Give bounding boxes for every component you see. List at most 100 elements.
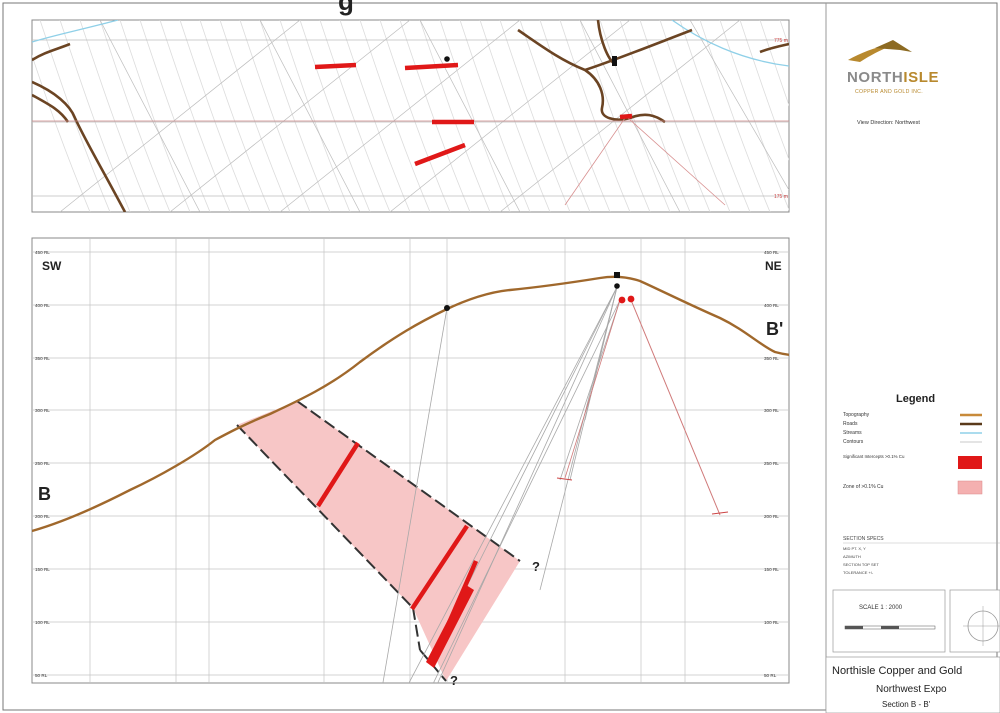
question-mark: ? — [532, 559, 540, 574]
plan-elevation-bottom: 175 m — [774, 194, 788, 200]
contour-line — [419, 20, 491, 212]
sidebar: NORTHISLE COPPER AND GOLD INC. View Dire… — [825, 40, 1000, 713]
elevation-label: 350 RL — [764, 356, 779, 361]
plan-grid-labels: -- — [91, 210, 94, 215]
contour-line — [659, 20, 731, 212]
title-project: Northwest Expo — [876, 684, 947, 695]
contour-line — [239, 20, 311, 212]
logo-subtitle: COPPER AND GOLD INC. — [855, 89, 923, 95]
section-intercept-wedge — [426, 585, 474, 668]
elevation-labels-right: 450 RL 400 RL 350 RL 300 RL 250 RL 200 R… — [764, 250, 779, 678]
elevation-label: 400 RL — [764, 303, 779, 308]
contour-line — [379, 20, 451, 212]
contour-line — [279, 20, 351, 212]
specs-row-label: AZIMUTH — [843, 554, 861, 559]
elevation-label: 100 RL — [764, 620, 779, 625]
contour-line — [159, 20, 231, 212]
elevation-label: 150 RL — [764, 567, 779, 572]
elevation-label: 150 RL — [35, 567, 50, 572]
contour-line — [499, 20, 571, 212]
mineralized-zone — [237, 401, 520, 681]
scale-bar — [844, 625, 936, 630]
plan-stream — [32, 20, 119, 43]
contour-line — [519, 20, 591, 212]
contour-line — [599, 20, 671, 212]
elevation-label: 50 RL — [35, 673, 48, 678]
elevation-labels-left: 450 RL 400 RL 350 RL 300 RL 250 RL 200 R… — [35, 250, 50, 678]
contour-line — [119, 20, 191, 212]
legend: Topography Roads Streams Contours Signif… — [843, 412, 983, 495]
contour-line — [59, 20, 131, 212]
contour-line — [679, 20, 751, 212]
section-specs: SECTION SPECS MID PT. X, Y AZIMUTH SECTI… — [843, 536, 1000, 575]
plan-grid — [32, 20, 789, 212]
contour-line — [459, 20, 531, 212]
plan-view-frame — [31, 19, 790, 213]
contour-line — [439, 20, 511, 212]
elevation-label: 250 RL — [764, 461, 779, 466]
elevation-label: 300 RL — [764, 408, 779, 413]
legend-swatch-zone — [957, 480, 983, 495]
plan-road — [584, 28, 693, 72]
collar — [614, 283, 620, 289]
question-mark: ? — [450, 673, 458, 688]
elevation-label: 450 RL — [764, 250, 779, 255]
legend-item-label: Zone of >0.1% Cu — [843, 484, 884, 490]
topography-profile — [32, 275, 789, 533]
elevation-label: 350 RL — [35, 356, 50, 361]
section-drill-holes — [382, 286, 621, 683]
plan-collar — [444, 56, 450, 62]
contour-line — [779, 20, 789, 49]
contour-line — [219, 20, 291, 212]
plan-road — [32, 93, 70, 123]
contour-line — [79, 20, 151, 212]
contour-line — [559, 20, 631, 212]
title-company: Northisle Copper and Gold — [832, 665, 962, 677]
collar — [614, 272, 620, 278]
plan-elevation-top: 775 m — [774, 38, 788, 44]
header-fragment: g — [338, 0, 354, 16]
contour-line — [619, 20, 691, 212]
contour-line — [739, 20, 789, 161]
contour-line — [359, 20, 431, 212]
elevation-label: 300 RL — [35, 408, 50, 413]
contour-line — [399, 20, 471, 212]
legend-item-label: Roads — [843, 421, 858, 427]
specs-row-label: MID PT. X, Y — [843, 546, 866, 551]
collar-red — [627, 295, 635, 303]
zone-boundary — [236, 400, 521, 682]
scale-box — [832, 589, 946, 653]
plan-view-panel: -- 775 m 175 m — [31, 19, 790, 215]
plan-road — [759, 42, 789, 54]
scale-label: SCALE 1 : 2000 — [859, 605, 903, 611]
contour-line — [319, 20, 391, 212]
b-label: B — [38, 484, 51, 504]
legend-item-label: Topography — [843, 412, 870, 418]
b-prime-label: B' — [766, 319, 783, 339]
logo-text: NORTHISLE — [847, 69, 939, 86]
contour-line — [99, 20, 171, 212]
contour-line — [259, 20, 331, 212]
elevation-label: 50 RL — [764, 673, 777, 678]
legend-item-label: Significant Intercepts >0.1% Cu — [843, 454, 905, 459]
contour-line — [299, 20, 371, 212]
contour-line — [199, 20, 271, 212]
contour-line — [339, 20, 411, 212]
elevation-label: 250 RL — [35, 461, 50, 466]
plan-stream — [671, 20, 789, 67]
legend-item-label: Streams — [843, 430, 862, 436]
orientation-box — [949, 589, 1000, 653]
svg-text:--: -- — [91, 210, 94, 215]
legend-item-label: Contours — [843, 439, 864, 445]
northisle-logo-icon — [848, 40, 912, 62]
plan-contours — [32, 20, 789, 212]
drill-hole-end-marks — [556, 477, 729, 515]
section-drill-hole-red — [630, 299, 721, 516]
plan-drill-traces — [564, 117, 726, 206]
elevation-label: 200 RL — [764, 514, 779, 519]
contour-line — [32, 54, 91, 212]
contour-line — [639, 20, 711, 212]
specs-row-label: TOLERANCE +/- — [843, 570, 874, 575]
collar-red — [618, 296, 626, 304]
